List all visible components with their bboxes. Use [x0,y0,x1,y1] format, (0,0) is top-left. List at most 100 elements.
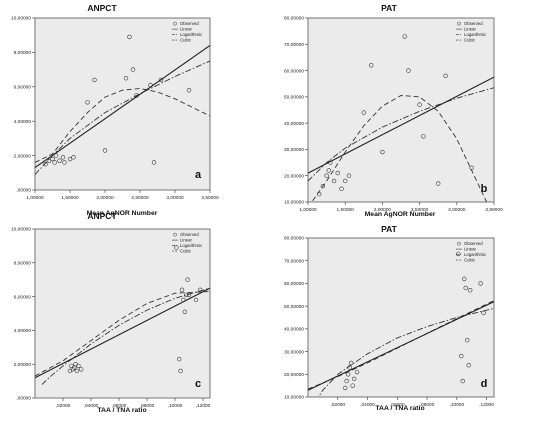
panel-letter: c [195,378,201,390]
legend-label: Logarithmic [180,243,203,248]
observed-point [436,181,441,186]
observed-point [324,173,329,178]
y-tick-label: ,00000 [16,396,31,402]
y-tick-label: 50,00000 [284,95,304,101]
observed-point [443,73,448,79]
x-tick-label: ,10000 [168,403,183,409]
observed-point [102,148,108,153]
y-tick-label: 80,00000 [284,236,304,242]
y-tick-label: 60,00000 [284,281,304,287]
legend-label: Logarithmic [464,32,487,37]
observed-point [193,297,199,303]
observed-point [123,75,129,81]
chart-title: ANPCT [87,3,117,13]
observed-point [354,369,360,375]
observed-point [50,156,55,162]
chart-panel-b: PAT 1,00000 1,50000 2,00000 2,50000 3,00000 3,… [284,3,503,218]
observed-point [335,170,340,176]
chart-panel-c: ANPCT ,02000 ,04000 ,06000 ,08000 ,10000 ,1200… [11,211,211,414]
x-tick-label: ,04000 [84,403,99,409]
chart-title: PAT [381,3,398,13]
x-tick-label: 3,00000 [448,207,466,213]
x-tick-label: ,12000 [479,402,494,408]
observed-point [85,100,90,105]
observed-point [343,385,348,391]
x-tick-label: ,06000 [112,403,127,409]
x-tick-label: 3,50000 [485,207,503,213]
legend-label: Observed [180,232,199,237]
plot-area [34,17,211,191]
observed-point [71,155,76,160]
y-tick-label: 8,00000 [14,261,32,267]
panel-letter: d [481,378,488,390]
y-tick-label: 10,00000 [284,395,304,401]
x-tick-label: 1,00000 [299,207,317,213]
y-tick-label: 70,00000 [284,258,304,264]
x-tick-label: 2,50000 [411,207,429,213]
y-tick-label: 20,00000 [284,372,304,378]
observed-point [421,134,426,139]
x-tick-label: ,02000 [56,403,71,409]
linear-fit-line [308,76,494,174]
observed-point [478,281,483,286]
legend-label: Observed [180,21,199,26]
observed-point [46,158,52,163]
x-tick-label: ,04000 [360,402,375,408]
observed-point [52,160,57,165]
x-tick-label: 1,50000 [61,195,79,201]
x-tick-label: 3,50000 [201,195,219,201]
observed-point [78,367,84,372]
linear-fit-line [35,45,210,169]
observed-point [343,178,348,184]
observed-point [57,158,62,163]
observed-point [331,178,337,184]
y-tick-label: 2,00000 [14,153,32,159]
y-tick-label: 20,00000 [284,173,304,179]
legend-label: Linear [464,247,477,252]
y-tick-label: 6,00000 [14,294,32,300]
observed-point [158,77,164,83]
observed-point [350,383,355,388]
observed-point [184,292,189,298]
observed-point [320,184,326,189]
observed-point [463,285,468,291]
observed-point [43,162,48,167]
chart-title: ANPCT [87,211,117,221]
observed-point [369,63,374,68]
x-tick-label: 2,00000 [374,207,392,213]
legend-label: Logarithmic [464,252,487,257]
logarithmic-fit-line [308,87,494,182]
observed-point [460,378,465,384]
x-axis-label: TAA / TNA ratio [97,407,146,414]
legend-label: Observed [464,241,483,246]
legend-marker-observed [173,232,177,237]
y-tick-label: 70,00000 [284,42,304,48]
y-tick-label: 60,00000 [284,68,304,74]
y-tick-label: 10,00000 [11,227,31,233]
legend-label: Cubic [464,38,476,43]
x-tick-label: 1,00000 [26,195,44,201]
x-axis-label: Mean AgNOR Number [87,210,158,217]
legend-label: Cubic [180,38,192,43]
x-tick-label: ,02000 [330,402,345,408]
y-tick-label: 50,00000 [284,304,304,310]
observed-point [406,68,411,73]
observed-point [469,165,474,171]
observed-point [328,160,333,165]
observed-point [185,277,190,282]
legend-label: Linear [180,27,193,32]
y-tick-label: 10,00000 [11,16,31,22]
legend-label: Logarithmic [180,32,203,37]
legend-marker-observed [173,21,177,26]
y-tick-label: 6,00000 [14,85,32,91]
y-tick-label: 80,00000 [284,16,304,22]
observed-point [348,360,354,366]
observed-point [178,368,183,374]
observed-point [351,376,357,382]
observed-point [326,168,332,173]
plot-area [307,17,495,203]
x-axis-label: TAA / TNA ratio [375,405,424,412]
observed-point [346,173,352,178]
x-tick-label: 2,50000 [131,195,149,201]
